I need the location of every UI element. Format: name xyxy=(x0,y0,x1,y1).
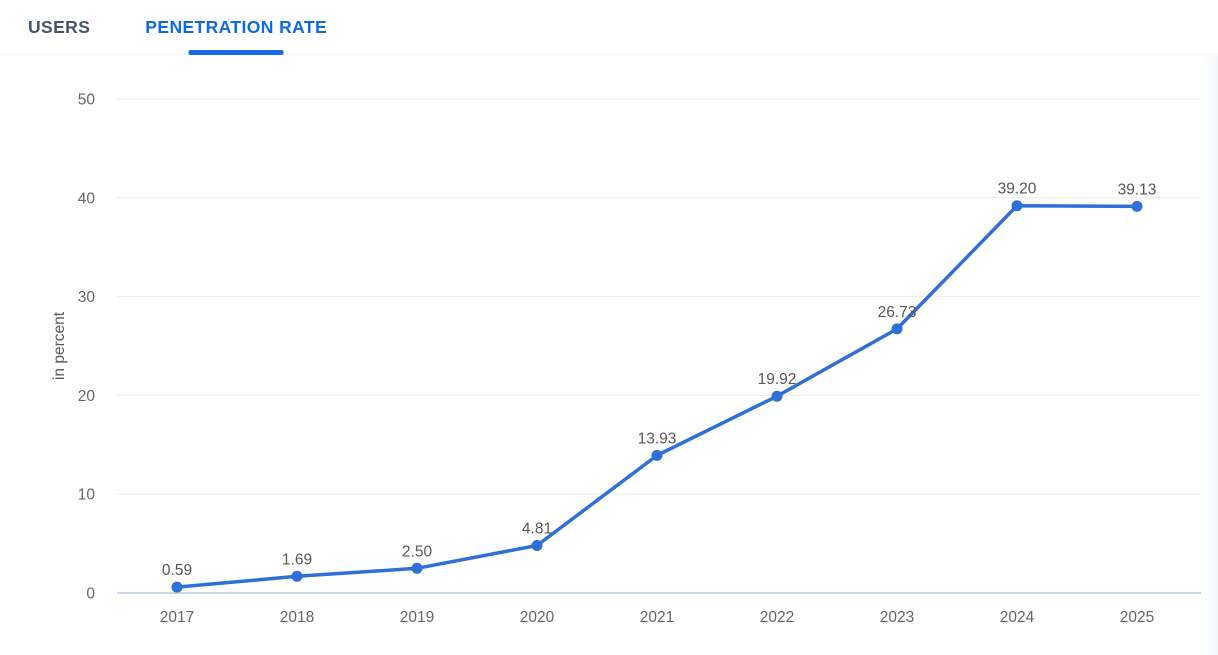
data-point[interactable] xyxy=(291,570,303,582)
y-tick-label: 0 xyxy=(86,586,95,603)
y-tick-label: 50 xyxy=(78,92,96,109)
tab-bar: USERS PENETRATION RATE xyxy=(0,0,1218,55)
data-point[interactable] xyxy=(531,539,543,551)
value-label: 19.92 xyxy=(758,371,797,388)
value-label: 1.69 xyxy=(282,551,312,568)
x-tick-label: 2024 xyxy=(1000,609,1035,626)
x-tick-label: 2020 xyxy=(520,609,555,626)
value-label: 39.13 xyxy=(1118,181,1157,198)
data-point[interactable] xyxy=(651,449,663,461)
x-tick-label: 2018 xyxy=(280,609,314,626)
y-tick-label: 40 xyxy=(78,190,96,207)
data-point[interactable] xyxy=(1011,200,1023,212)
value-label: 0.59 xyxy=(162,562,192,579)
y-axis-title: in percent xyxy=(51,311,68,380)
x-tick-label: 2019 xyxy=(400,609,434,626)
x-tick-label: 2025 xyxy=(1120,609,1154,626)
tab-penetration-rate[interactable]: PENETRATION RATE xyxy=(145,0,327,55)
tab-penetration-rate-label: PENETRATION RATE xyxy=(145,16,328,37)
x-tick-label: 2023 xyxy=(880,609,914,626)
y-tick-label: 10 xyxy=(78,487,96,504)
data-point[interactable] xyxy=(411,562,423,574)
value-label: 2.50 xyxy=(402,543,433,560)
tab-users[interactable]: USERS xyxy=(28,0,90,55)
data-point[interactable] xyxy=(891,323,903,335)
data-point[interactable] xyxy=(171,581,183,593)
value-label: 4.81 xyxy=(522,520,552,537)
series-line xyxy=(175,203,1139,589)
active-tab-indicator xyxy=(188,50,284,55)
tab-users-label: USERS xyxy=(28,16,91,37)
x-tick-label: 2021 xyxy=(640,609,674,626)
y-tick-label: 20 xyxy=(78,388,96,405)
y-tick-label: 30 xyxy=(78,289,96,306)
data-point[interactable] xyxy=(1131,200,1143,212)
x-tick-label: 2022 xyxy=(760,609,794,626)
data-point[interactable] xyxy=(771,390,783,402)
value-label: 39.20 xyxy=(998,181,1037,198)
value-label: 26.73 xyxy=(878,304,917,321)
value-label: 13.93 xyxy=(638,430,677,447)
x-tick-label: 2017 xyxy=(160,609,194,626)
